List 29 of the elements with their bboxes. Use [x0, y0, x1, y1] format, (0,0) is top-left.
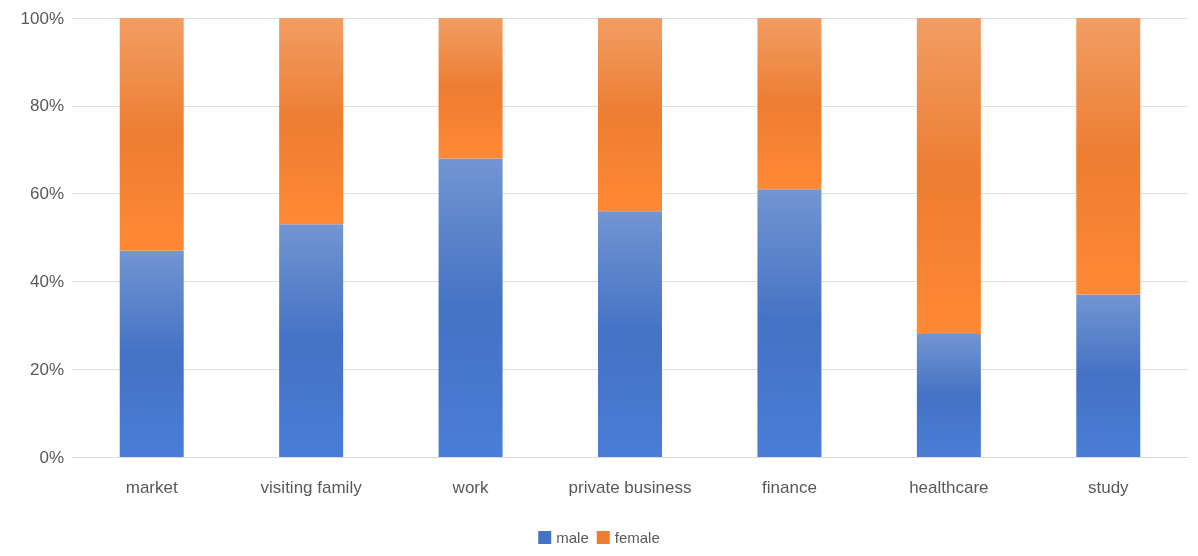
bar	[916, 18, 981, 335]
y-tick-label: 20%	[29, 359, 64, 379]
y-tick-label: 100%	[20, 8, 64, 28]
x-tick-label: work	[451, 478, 490, 497]
x-tick-label: market	[125, 478, 178, 497]
bar	[438, 18, 503, 159]
y-tick-label: 40%	[29, 271, 64, 291]
x-tick-label: finance	[762, 478, 817, 497]
bar	[119, 18, 184, 251]
bar	[1076, 294, 1141, 457]
y-tick-label: 60%	[29, 184, 64, 204]
y-tick-label: 0%	[39, 447, 64, 467]
bar	[757, 189, 822, 457]
bar	[1076, 18, 1141, 295]
bar	[438, 158, 503, 457]
bar	[279, 224, 344, 457]
bar	[279, 18, 344, 225]
bar	[598, 18, 662, 212]
x-tick-label: visiting family	[260, 478, 363, 497]
bar	[757, 18, 822, 190]
legend-label: male	[556, 529, 589, 546]
bar	[119, 250, 184, 457]
x-tick-label: healthcare	[909, 478, 989, 497]
legend-label: female	[614, 529, 660, 546]
bar	[598, 211, 662, 457]
bar	[916, 334, 981, 457]
x-tick-label: private business	[568, 478, 692, 497]
y-tick-label: 80%	[29, 96, 64, 116]
x-tick-label: study	[1087, 478, 1130, 497]
